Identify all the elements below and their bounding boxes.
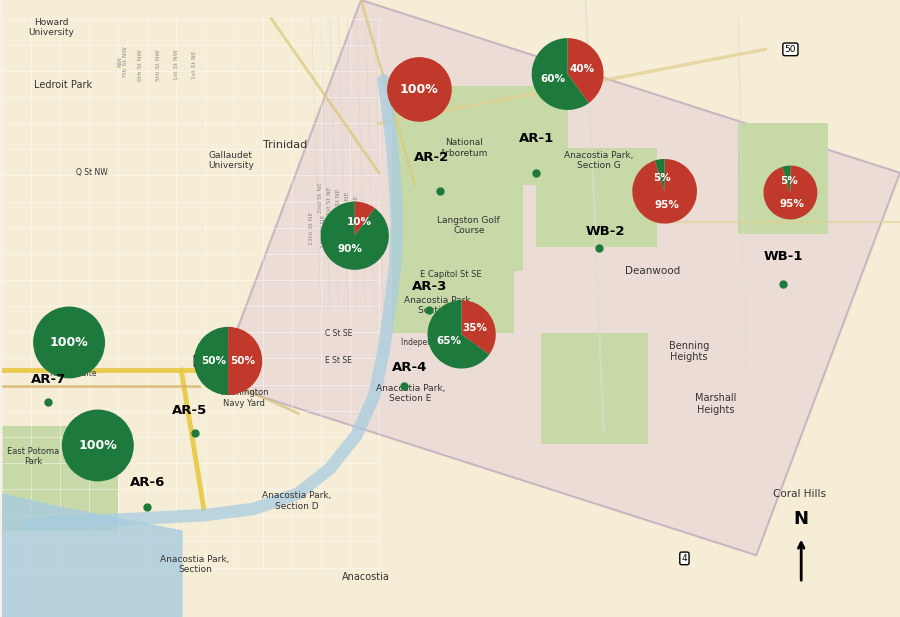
Polygon shape [541, 333, 649, 444]
Polygon shape [536, 148, 658, 247]
Text: AR-5: AR-5 [172, 404, 207, 417]
Text: Gallaudet
University: Gallaudet University [208, 151, 254, 170]
Text: 4th St NE: 4th St NE [336, 189, 341, 218]
Text: Independence Ave SE: Independence Ave SE [400, 338, 483, 347]
Text: Washington
Navy Yard: Washington Navy Yard [220, 388, 269, 408]
Polygon shape [738, 123, 828, 234]
Text: Anacostia Park,
Section E: Anacostia Park, Section E [375, 384, 446, 404]
Text: Trinidad: Trinidad [263, 140, 307, 150]
Text: Ledroit Park: Ledroit Park [33, 80, 92, 90]
Text: AR-7: AR-7 [31, 373, 66, 386]
Text: AR-2: AR-2 [413, 151, 449, 164]
Text: National
Arboretum: National Arboretum [440, 138, 489, 158]
Text: E St SE: E St SE [325, 357, 352, 365]
Text: 695: 695 [196, 357, 213, 365]
Text: 1st St NE: 1st St NE [193, 51, 197, 79]
Text: N: N [794, 510, 809, 528]
Text: 9th St NE: 9th St NE [354, 195, 359, 225]
Text: Benning
Heights: Benning Heights [669, 341, 709, 363]
Polygon shape [2, 426, 119, 531]
Text: Langston Golf
Course: Langston Golf Course [437, 215, 500, 235]
Polygon shape [392, 86, 568, 185]
Polygon shape [392, 265, 514, 333]
Text: Coral Hills: Coral Hills [773, 489, 826, 499]
Text: C St SE: C St SE [325, 329, 352, 337]
Text: Anacostia Park,
Section F: Anacostia Park, Section F [404, 296, 474, 315]
Text: Q St NW: Q St NW [76, 168, 107, 177]
Text: Anacostia Park,
Section: Anacostia Park, Section [160, 555, 230, 574]
Text: Marshall
Heights: Marshall Heights [695, 393, 736, 415]
Text: AR-4: AR-4 [392, 360, 428, 374]
Text: 14th St NE: 14th St NE [320, 215, 326, 248]
Text: NW
7th St NW: NW 7th St NW [118, 46, 129, 78]
Text: East Potoma
Park: East Potoma Park [7, 447, 59, 466]
Text: Anacostia Park,
Section G: Anacostia Park, Section G [564, 151, 634, 170]
Polygon shape [217, 0, 900, 555]
Text: AR-6: AR-6 [130, 476, 165, 489]
Text: 5th St NW: 5th St NW [157, 49, 161, 81]
Text: Deanwood: Deanwood [626, 267, 680, 276]
Text: Anacostia: Anacostia [342, 572, 390, 582]
Text: 13th St NE: 13th St NE [309, 212, 314, 245]
Text: AR-3: AR-3 [411, 280, 447, 294]
Text: WB-2: WB-2 [586, 225, 625, 238]
Text: Howard
University: Howard University [28, 18, 74, 38]
Text: WB-1: WB-1 [763, 249, 803, 263]
Text: 2nd St NE: 2nd St NE [318, 182, 323, 213]
Polygon shape [392, 185, 523, 271]
Text: 8th St NE: 8th St NE [345, 192, 350, 222]
Text: E Capitol St SE: E Capitol St SE [420, 270, 482, 279]
Text: 50: 50 [785, 45, 796, 54]
Text: 4: 4 [681, 554, 688, 563]
Text: 6th St NW: 6th St NW [139, 49, 143, 81]
Text: 1st St NE: 1st St NE [327, 186, 332, 215]
Text: 1st St NW: 1st St NW [175, 49, 179, 80]
Text: AR-1: AR-1 [518, 132, 554, 146]
Text: Anacostia Park,
Section D: Anacostia Park, Section D [262, 491, 331, 511]
Text: Pennsylvania
Avenue
National
Historic Site: Pennsylvania Avenue National Historic Si… [49, 337, 99, 378]
